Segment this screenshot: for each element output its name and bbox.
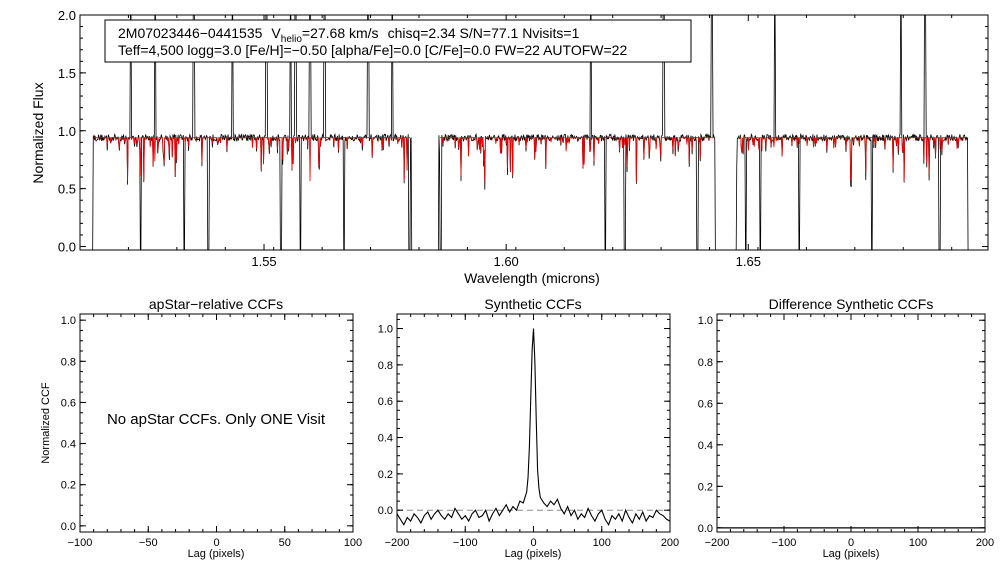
spectrum-ytick-label: 0.5	[58, 182, 76, 197]
synthetic-ccf-ytick-label: 0.2	[378, 469, 393, 481]
spectrum-ytick-label: 2.0	[58, 8, 76, 23]
apstar-ccf-title: apStar−relative CCFs	[149, 296, 283, 312]
difference-ccf-panel: −200 −100 0 100 200 0.0 0.2 0.4 0.6 0.8 1.0 Differ…	[698, 296, 994, 560]
difference-ccf-ytick-label: 0.8	[698, 357, 713, 369]
apstar-ccf-ytick-label: 1.0	[61, 315, 76, 327]
star-info-line1: 2M07023446−0441535 Vhelio=27.68 km/s chisq…	[118, 25, 580, 45]
apstar-ccf-ytick-label: 0.0	[61, 521, 76, 533]
difference-ccf-ytick-label: 0.2	[698, 481, 713, 493]
apstar-ccf-xtick-label: −100	[68, 537, 93, 549]
synthetic-ccf-xtick-label: −200	[385, 537, 410, 549]
star-id: 2M07023446−0441535	[118, 25, 263, 41]
spectrum-plot-frame	[79, 14, 989, 251]
synthetic-ccf-xtick-label: 200	[661, 537, 679, 549]
apstar-ccf-xtick-label: 50	[279, 537, 291, 549]
difference-ccf-plot-frame	[716, 313, 986, 533]
difference-ccf-xtick-label: 0	[848, 537, 854, 549]
spectrum-ytick-label: 0.0	[58, 240, 76, 255]
synthetic-ccf-line	[396, 328, 671, 526]
apstar-ccf-ytick-label: 0.2	[61, 480, 76, 492]
spectrum-xlabel: Wavelength (microns)	[464, 270, 600, 286]
synthetic-spectrum-line	[93, 137, 967, 183]
synthetic-ccf-xlabel: Lag (pixels)	[505, 548, 562, 560]
fit-statistics: chisq=2.34 S/N=77.1 Nvisits=1	[388, 25, 580, 41]
vhelio-symbol: V	[271, 25, 281, 41]
vhelio-subscript: helio	[281, 34, 303, 45]
spectrum-ylabel: Normalized Flux	[30, 82, 46, 183]
difference-ccf-xtick-label: 200	[976, 537, 994, 549]
synthetic-ccf-plot-frame	[396, 313, 671, 533]
difference-ccf-xtick-label: −100	[772, 537, 797, 549]
spectrum-ticks: 1.55 1.60 1.65 0.0 0.5 1.0 1.5 2.0	[58, 8, 988, 269]
apstar-ccf-panel: −100 −50 0 50 100 0.0 0.2 0.4 0.6 0.8 1.0 apStar−r…	[40, 296, 362, 560]
difference-ccf-ytick-label: 0.0	[698, 523, 713, 535]
spectrum-series-layer	[92, 14, 969, 251]
apstar-ccf-xlabel: Lag (pixels)	[188, 548, 245, 560]
difference-ccf-ticks: −200 −100 0 100 200 0.0 0.2 0.4 0.6 0.8 1.0	[698, 314, 994, 549]
apstar-ccf-xtick-label: 0	[213, 537, 219, 549]
star-info-box: 2M07023446−0441535 Vhelio=27.68 km/s chisq…	[104, 19, 692, 63]
synthetic-ccf-xtick-label: 100	[593, 537, 611, 549]
synthetic-ccf-xtick-label: 0	[530, 537, 536, 549]
difference-ccf-title: Difference Synthetic CCFs	[769, 296, 934, 312]
apstar-ccf-ytick-label: 0.6	[61, 397, 76, 409]
synthetic-ccf-ytick-label: 0.4	[378, 433, 393, 445]
apstar-ccf-ytick-label: 0.4	[61, 439, 76, 451]
difference-ccf-xtick-label: −200	[705, 537, 730, 549]
spectrum-panel: 1.55 1.60 1.65 0.0 0.5 1.0 1.5 2.0 Wavelength (…	[30, 8, 989, 286]
synthetic-ccf-panel: −200 −100 0 100 200 0.0 0.2 0.4 0.6 0.8 1.0 Synthe…	[378, 296, 679, 560]
difference-ccf-ytick-label: 1.0	[698, 315, 713, 327]
spectrum-xtick-label: 1.55	[251, 254, 276, 269]
difference-ccf-xtick-label: 100	[909, 537, 927, 549]
spectrum-ytick-label: 1.5	[58, 66, 76, 81]
difference-ccf-ytick-label: 0.4	[698, 440, 713, 452]
spectrum-xtick-label: 1.60	[493, 254, 518, 269]
synthetic-ccf-ytick-label: 1.0	[378, 324, 393, 336]
synthetic-ccf-series-layer	[396, 328, 671, 526]
synthetic-ccf-xtick-label: −100	[453, 537, 478, 549]
difference-ccf-xlabel: Lag (pixels)	[823, 548, 880, 560]
apstar-ccf-xtick-label: −50	[139, 537, 158, 549]
star-info-frame	[104, 19, 692, 63]
apstar-ccf-ytick-label: 0.8	[61, 356, 76, 368]
synthetic-ccf-ytick-label: 0.8	[378, 360, 393, 372]
apstar-ccf-ylabel: Normalized CCF	[40, 382, 52, 464]
apstar-ccf-xtick-label: 100	[344, 537, 362, 549]
star-info-line2: Teff=4,500 logg=3.0 [Fe/H]=−0.50 [alpha/…	[118, 42, 627, 58]
no-ccf-note: No apStar CCFs. Only ONE Visit	[107, 411, 326, 428]
difference-ccf-ytick-label: 0.6	[698, 398, 713, 410]
spectrum-xtick-label: 1.65	[736, 254, 761, 269]
synthetic-ccf-ytick-label: 0.0	[378, 505, 393, 517]
vhelio-value: =27.68 km/s	[302, 25, 379, 41]
synthetic-ccf-title: Synthetic CCFs	[484, 296, 581, 312]
synthetic-ccf-ticks: −200 −100 0 100 200 0.0 0.2 0.4 0.6 0.8 1.0	[378, 314, 679, 549]
apstar-ccf-ticks: −100 −50 0 50 100 0.0 0.2 0.4 0.6 0.8 1.0	[61, 314, 362, 549]
spectrum-ytick-label: 1.0	[58, 124, 76, 139]
synthetic-ccf-ytick-label: 0.6	[378, 396, 393, 408]
